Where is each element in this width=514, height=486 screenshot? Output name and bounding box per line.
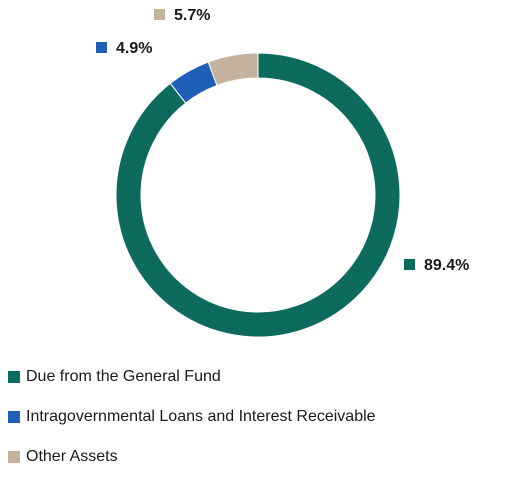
legend-label: Due from the General Fund	[26, 368, 221, 385]
data-label-due-from-general-fund: 89.4%	[424, 257, 469, 274]
slice-due-from-general-fund	[115, 52, 401, 338]
legend-item-other-assets: Other Assets	[8, 446, 508, 468]
data-label-swatch	[154, 9, 165, 20]
legend-swatch	[8, 451, 20, 463]
data-label-other-assets: 5.7%	[174, 7, 210, 24]
legend-label: Intragovernmental Loans and Interest Rec…	[26, 408, 376, 425]
data-labels: 89.4% 4.9% 5.7%	[96, 7, 469, 274]
data-label-swatch	[96, 42, 107, 53]
data-label-intragovernmental-loans: 4.9%	[116, 40, 152, 57]
legend-item-intragovernmental-loans: Intragovernmental Loans and Interest Rec…	[8, 406, 508, 428]
legend-swatch	[8, 371, 20, 383]
donut-slices	[115, 52, 401, 338]
legend-swatch	[8, 411, 20, 423]
legend-label: Other Assets	[26, 448, 118, 465]
data-label-swatch	[404, 259, 415, 270]
chart-legend: Due from the General Fund Intragovernmen…	[8, 366, 508, 486]
slice-other-assets	[207, 52, 259, 87]
legend-item-due-from-general-fund: Due from the General Fund	[8, 366, 508, 388]
donut-chart: 89.4% 4.9% 5.7%	[96, 7, 469, 338]
